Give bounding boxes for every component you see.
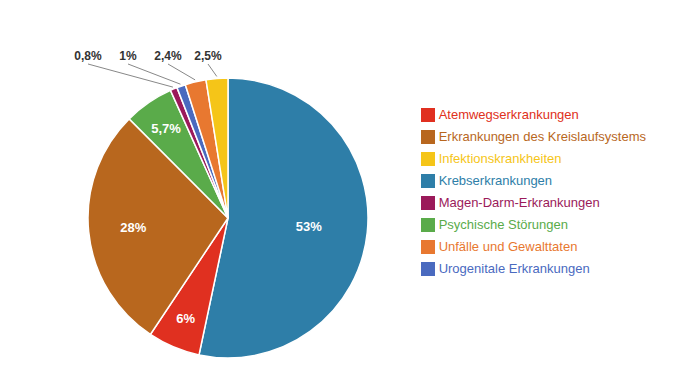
html-text:Krebserkrankungen: Krebserkrankungen <box>438 172 553 188</box>
html-text:Atemwegserkrankungen: Atemwegserkrankungen <box>438 106 579 122</box>
svg-text:2,5%: 2,5% <box>194 49 222 63</box>
svg-text:0,8%: 0,8% <box>74 49 102 63</box>
svg-text:28%: 28% <box>120 220 146 235</box>
html-text:Erkrankungen des Kreislaufsyst: Erkrankungen des Kreislaufsystems <box>438 128 646 144</box>
html-text:Magen-Darm-Erkrankungen: Magen-Darm-Erkrankungen <box>438 194 600 210</box>
html-text:Unfälle und Gewalttaten: Unfälle und Gewalttaten <box>438 238 578 254</box>
svg-text:5,7%: 5,7% <box>151 121 181 136</box>
html-text:Infektionskrankheiten: Infektionskrankheiten <box>438 150 562 166</box>
svg-text:2,4%: 2,4% <box>154 49 182 63</box>
svg-text:53%: 53% <box>296 219 322 234</box>
svg-text:6%: 6% <box>176 311 195 326</box>
svg-text:1%: 1% <box>119 49 137 63</box>
html-text:Psychische Störungen: Psychische Störungen <box>438 216 568 232</box>
html-text:Urogenitale Erkrankungen: Urogenitale Erkrankungen <box>438 260 590 276</box>
